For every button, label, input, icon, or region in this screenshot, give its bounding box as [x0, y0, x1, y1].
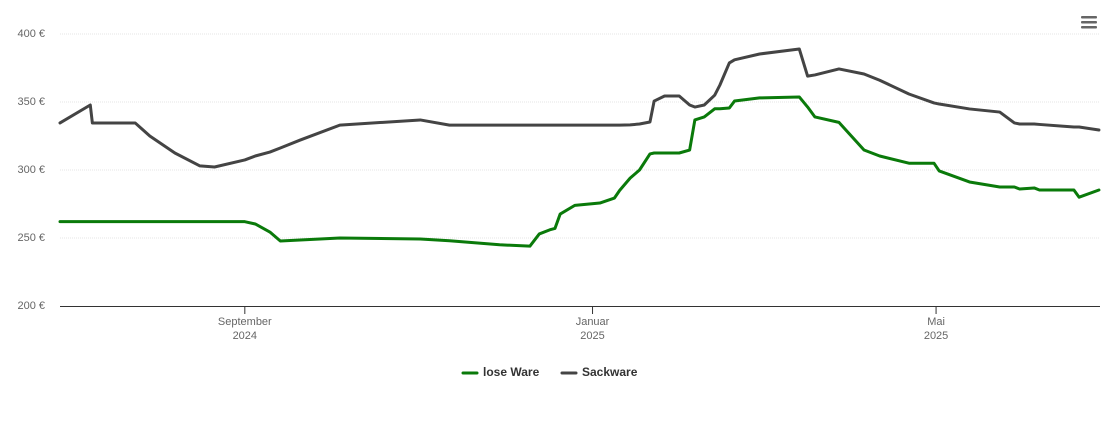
- legend-item[interactable]: lose Ware: [461, 365, 540, 379]
- x-tick-label: September 2024: [217, 316, 272, 342]
- legend-label: lose Ware: [483, 365, 540, 379]
- y-tick-label: 350 €: [17, 96, 45, 108]
- y-tick-label: 400 €: [17, 28, 45, 40]
- menu-button[interactable]: [1079, 14, 1099, 32]
- y-tick-label: 200 €: [17, 300, 45, 312]
- y-tick-label: 300 €: [17, 164, 45, 176]
- y-tick-label: 250 €: [17, 232, 45, 244]
- legend-label: Sackware: [582, 365, 638, 379]
- x-tick-label: Mai 2025: [923, 316, 949, 342]
- line-series: [58, 47, 1101, 169]
- legend-item[interactable]: Sackware: [560, 365, 638, 379]
- line-series: [58, 95, 1101, 248]
- x-tick-label: Januar 2025: [575, 316, 610, 342]
